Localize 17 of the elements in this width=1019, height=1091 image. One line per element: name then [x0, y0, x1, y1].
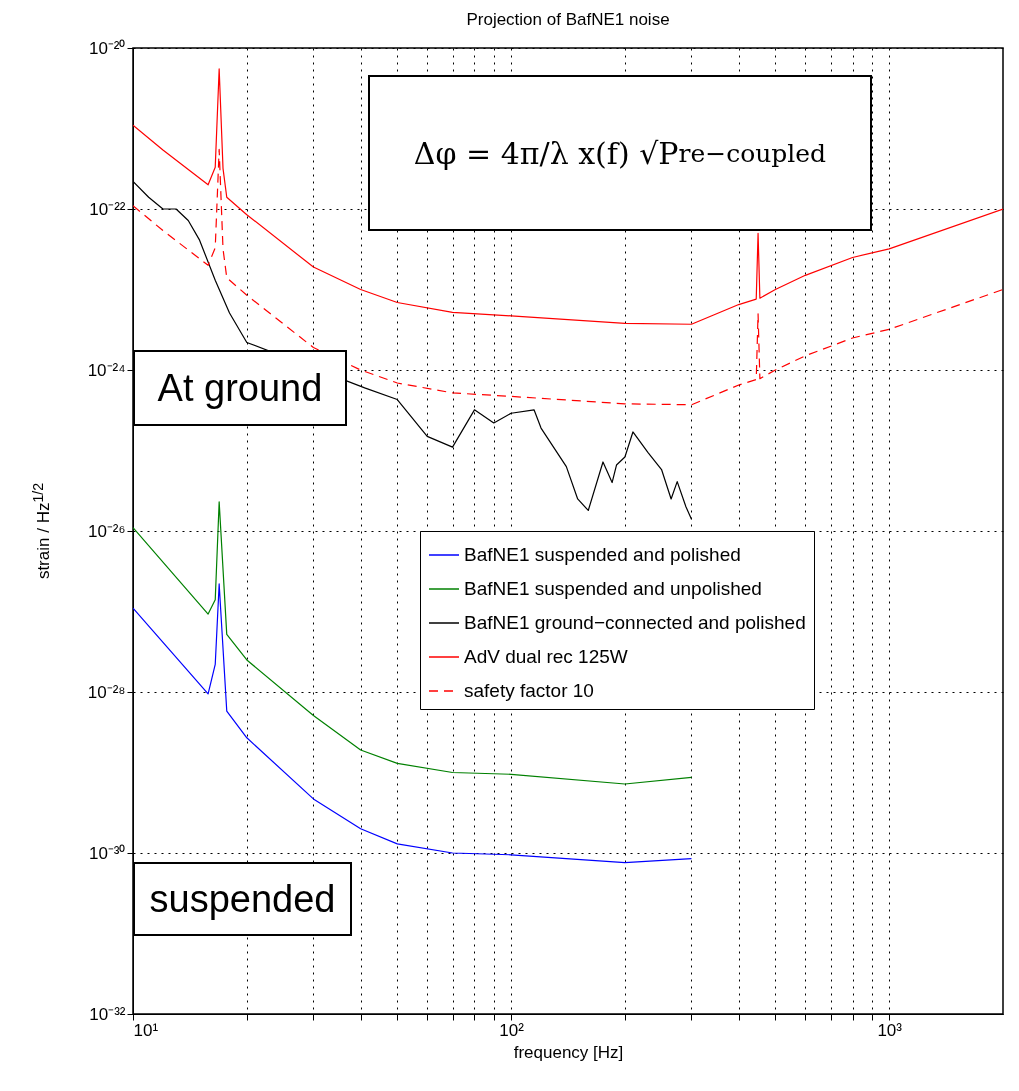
y-tick-label: 10⁻²⁰	[88, 38, 126, 58]
y-tick-label: 10⁻²⁸	[87, 682, 126, 702]
x-tick-label: 10²	[499, 1020, 525, 1040]
y-tick-label: 10⁻²⁶	[87, 521, 126, 541]
legend-label: BafNE1 suspended and polished	[464, 544, 741, 565]
legend-label: BafNE1 suspended and unpolished	[464, 578, 762, 599]
chart-title: Projection of BafNE1 noise	[466, 10, 670, 29]
legend-label: safety factor 10	[464, 680, 594, 701]
x-axis-title: frequency [Hz]	[513, 1042, 624, 1062]
y-tick-label: 10⁻³²	[89, 1004, 126, 1024]
x-tick-label: 10³	[877, 1020, 903, 1040]
y-tick-label: 10⁻²²	[89, 199, 126, 219]
y-tick-label: 10⁻²⁴	[87, 360, 126, 380]
legend-label: AdV dual rec 125W	[464, 646, 628, 667]
x-tick-label: 10¹	[133, 1020, 159, 1040]
legend-label: BafNE1 ground−connected and polished	[464, 612, 806, 633]
y-tick-label: 10⁻³⁰	[88, 843, 126, 863]
